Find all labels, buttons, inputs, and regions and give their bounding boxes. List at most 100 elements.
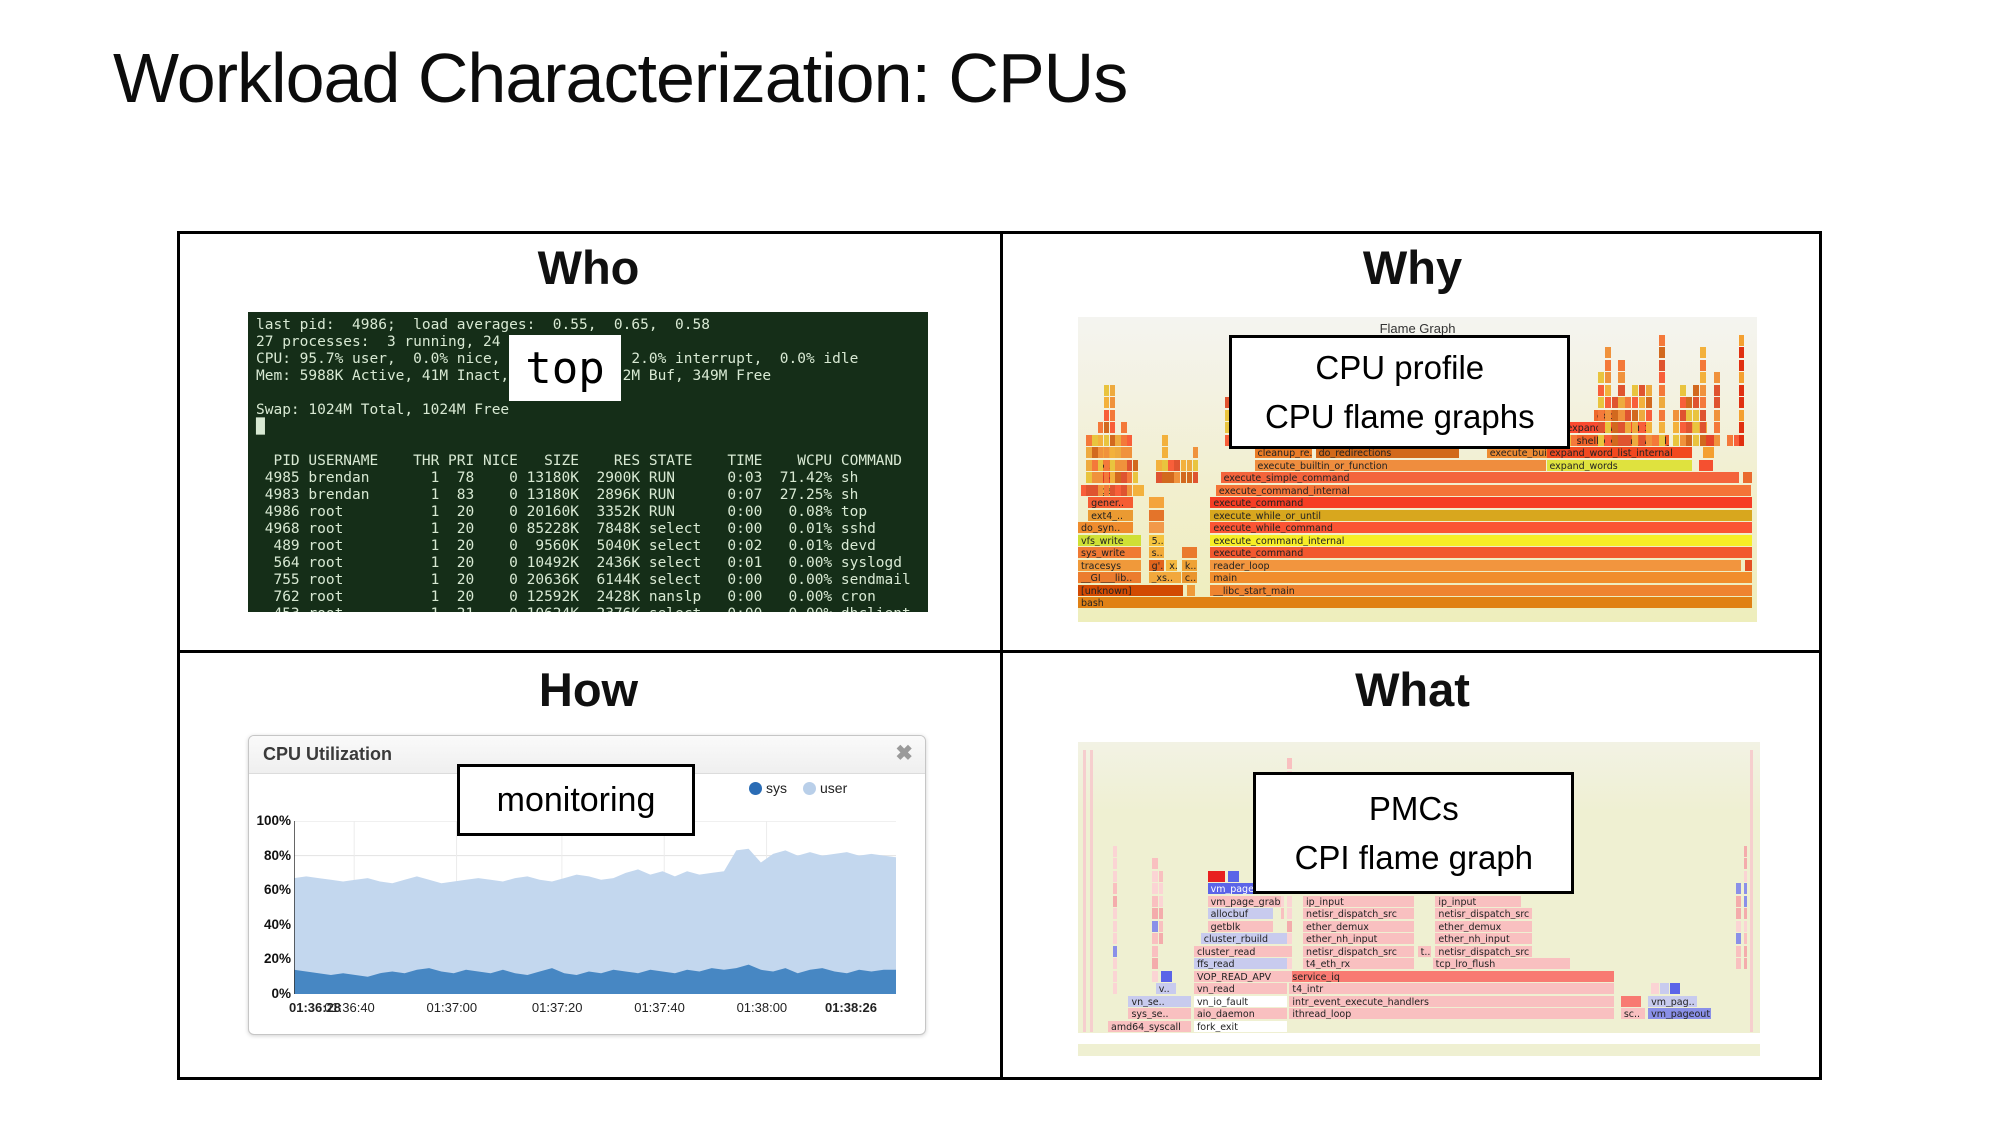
flame-frame: __libc_start_main [1210, 584, 1753, 596]
flame-frame: execute_while_or_until [1210, 509, 1753, 521]
flame-frame: 5.. [1148, 534, 1165, 546]
flame-frame [1228, 870, 1239, 882]
flame-frame [1604, 384, 1611, 396]
flame-frame [1669, 983, 1680, 994]
flame-frame [1078, 1033, 1760, 1044]
flame-frame: ip_input [1303, 895, 1414, 907]
y-axis-label: 100% [256, 813, 291, 828]
top-terminal-screenshot: last pid: 4986; load averages: 0.55, 0.6… [248, 312, 928, 612]
flame-frame [1092, 472, 1098, 483]
flame-frame [1672, 409, 1679, 421]
flame-frame: amd64_syscall [1108, 1020, 1192, 1032]
flame-frame [1625, 397, 1632, 408]
flame-frame [1109, 472, 1115, 483]
flame-frame [1659, 334, 1666, 346]
flame-frame [1151, 933, 1158, 944]
flame-frame [1113, 945, 1117, 957]
flame-frame [1598, 434, 1605, 446]
flame-frame [1115, 459, 1121, 471]
flame-frame: allocbuf [1207, 908, 1274, 919]
flame-frame [1162, 447, 1168, 458]
flame-frame [1638, 434, 1645, 446]
flame-frame [1151, 945, 1158, 957]
heading-who: Who [537, 241, 640, 294]
flame-frame [1113, 958, 1117, 969]
x-axis-label: 01:38:00 [736, 1000, 788, 1015]
flame-frame [1693, 409, 1700, 421]
flame-frame [1098, 472, 1104, 483]
flame-frame [1618, 422, 1625, 433]
flame-frame [1693, 434, 1700, 446]
flame-frame [1086, 472, 1092, 483]
flame-frame [1151, 895, 1158, 907]
flame-frame: gener.. [1088, 497, 1133, 508]
flame-frame [1286, 920, 1293, 932]
flame-frame [1162, 472, 1168, 483]
flame-frame [1738, 334, 1745, 346]
flame-frame [1148, 522, 1165, 533]
flame-frame [1113, 895, 1117, 907]
flame-frame [1598, 409, 1605, 421]
flame-frame [1080, 484, 1087, 496]
x-axis-label: 01:36:28 [289, 1000, 342, 1015]
flame-frame [1679, 397, 1686, 408]
flame-frame [1132, 472, 1139, 483]
grid-horizontal-divider [177, 650, 1822, 653]
flame-frame [1743, 845, 1748, 857]
flame-frame [1181, 547, 1198, 558]
flame-frame [1186, 459, 1193, 471]
flame-frame [1286, 958, 1293, 969]
flame-frame: execute_simple_command [1220, 472, 1739, 483]
flame-frame [1109, 447, 1115, 458]
cpu-profile-overlay-label: CPU profile CPU flame graphs [1229, 335, 1571, 449]
flame-frame [1618, 397, 1625, 408]
legend-item-sys: sys [749, 780, 787, 796]
flame-frame [1743, 883, 1748, 894]
flame-frame [1159, 920, 1163, 932]
flame-frame [1659, 372, 1666, 383]
flame-frame [1092, 484, 1098, 496]
flame-frame [1650, 983, 1660, 994]
flame-frame [1693, 397, 1700, 408]
flame-frame [1092, 434, 1098, 446]
flame-frame [1736, 945, 1741, 957]
flame-frame [1638, 397, 1645, 408]
flame-frame: ext4_.. [1088, 509, 1133, 521]
flame-frame [1103, 397, 1110, 408]
flame-frame [1103, 409, 1110, 421]
flame-frame: execute_command_internal [1215, 484, 1751, 496]
flame-frame: netisr_dispatch_src [1435, 945, 1533, 957]
cpu-flame-graph: Flame Graph bash [unknown] __libc_start_ma… [1078, 317, 1757, 622]
flame-frame [1736, 920, 1741, 932]
flame-frame: sc.. [1620, 1008, 1646, 1019]
flame-frame: ithread_loop [1289, 1008, 1615, 1019]
flame-frame [1713, 434, 1720, 446]
flame-frame: __GI___lib.. [1078, 572, 1142, 583]
flame-frame [1625, 422, 1632, 433]
flame-frame [1151, 970, 1158, 982]
flame-frame [1743, 870, 1748, 882]
flame-frame [1115, 434, 1121, 446]
flame-frame [1192, 472, 1199, 483]
close-icon[interactable]: ✖ [895, 742, 913, 765]
flame-frame: execute_buil.. [1486, 447, 1548, 458]
flame-frame [1736, 895, 1741, 907]
flame-frame [1162, 434, 1168, 446]
flame-frame: ether_demux [1303, 920, 1414, 932]
flame-frame [1159, 870, 1163, 882]
flame-frame [1109, 384, 1115, 396]
flame-frame [1750, 750, 1754, 1032]
flame-frame [1090, 750, 1094, 1032]
flame-frame [1113, 870, 1117, 882]
flame-frame: execute_while_command [1210, 522, 1753, 533]
flame-frame: bash [1078, 597, 1753, 608]
flame-frame: do_redirections [1315, 447, 1459, 458]
flame-frame [1738, 397, 1745, 408]
flame-frame [1598, 422, 1605, 433]
flame-frame [1699, 459, 1713, 471]
flame-frame [1103, 434, 1110, 446]
flame-frame [1126, 459, 1133, 471]
flame-frame: tcp_lro_flush [1432, 958, 1571, 969]
flame-frame [1086, 484, 1092, 496]
flame-frame [1713, 397, 1720, 408]
